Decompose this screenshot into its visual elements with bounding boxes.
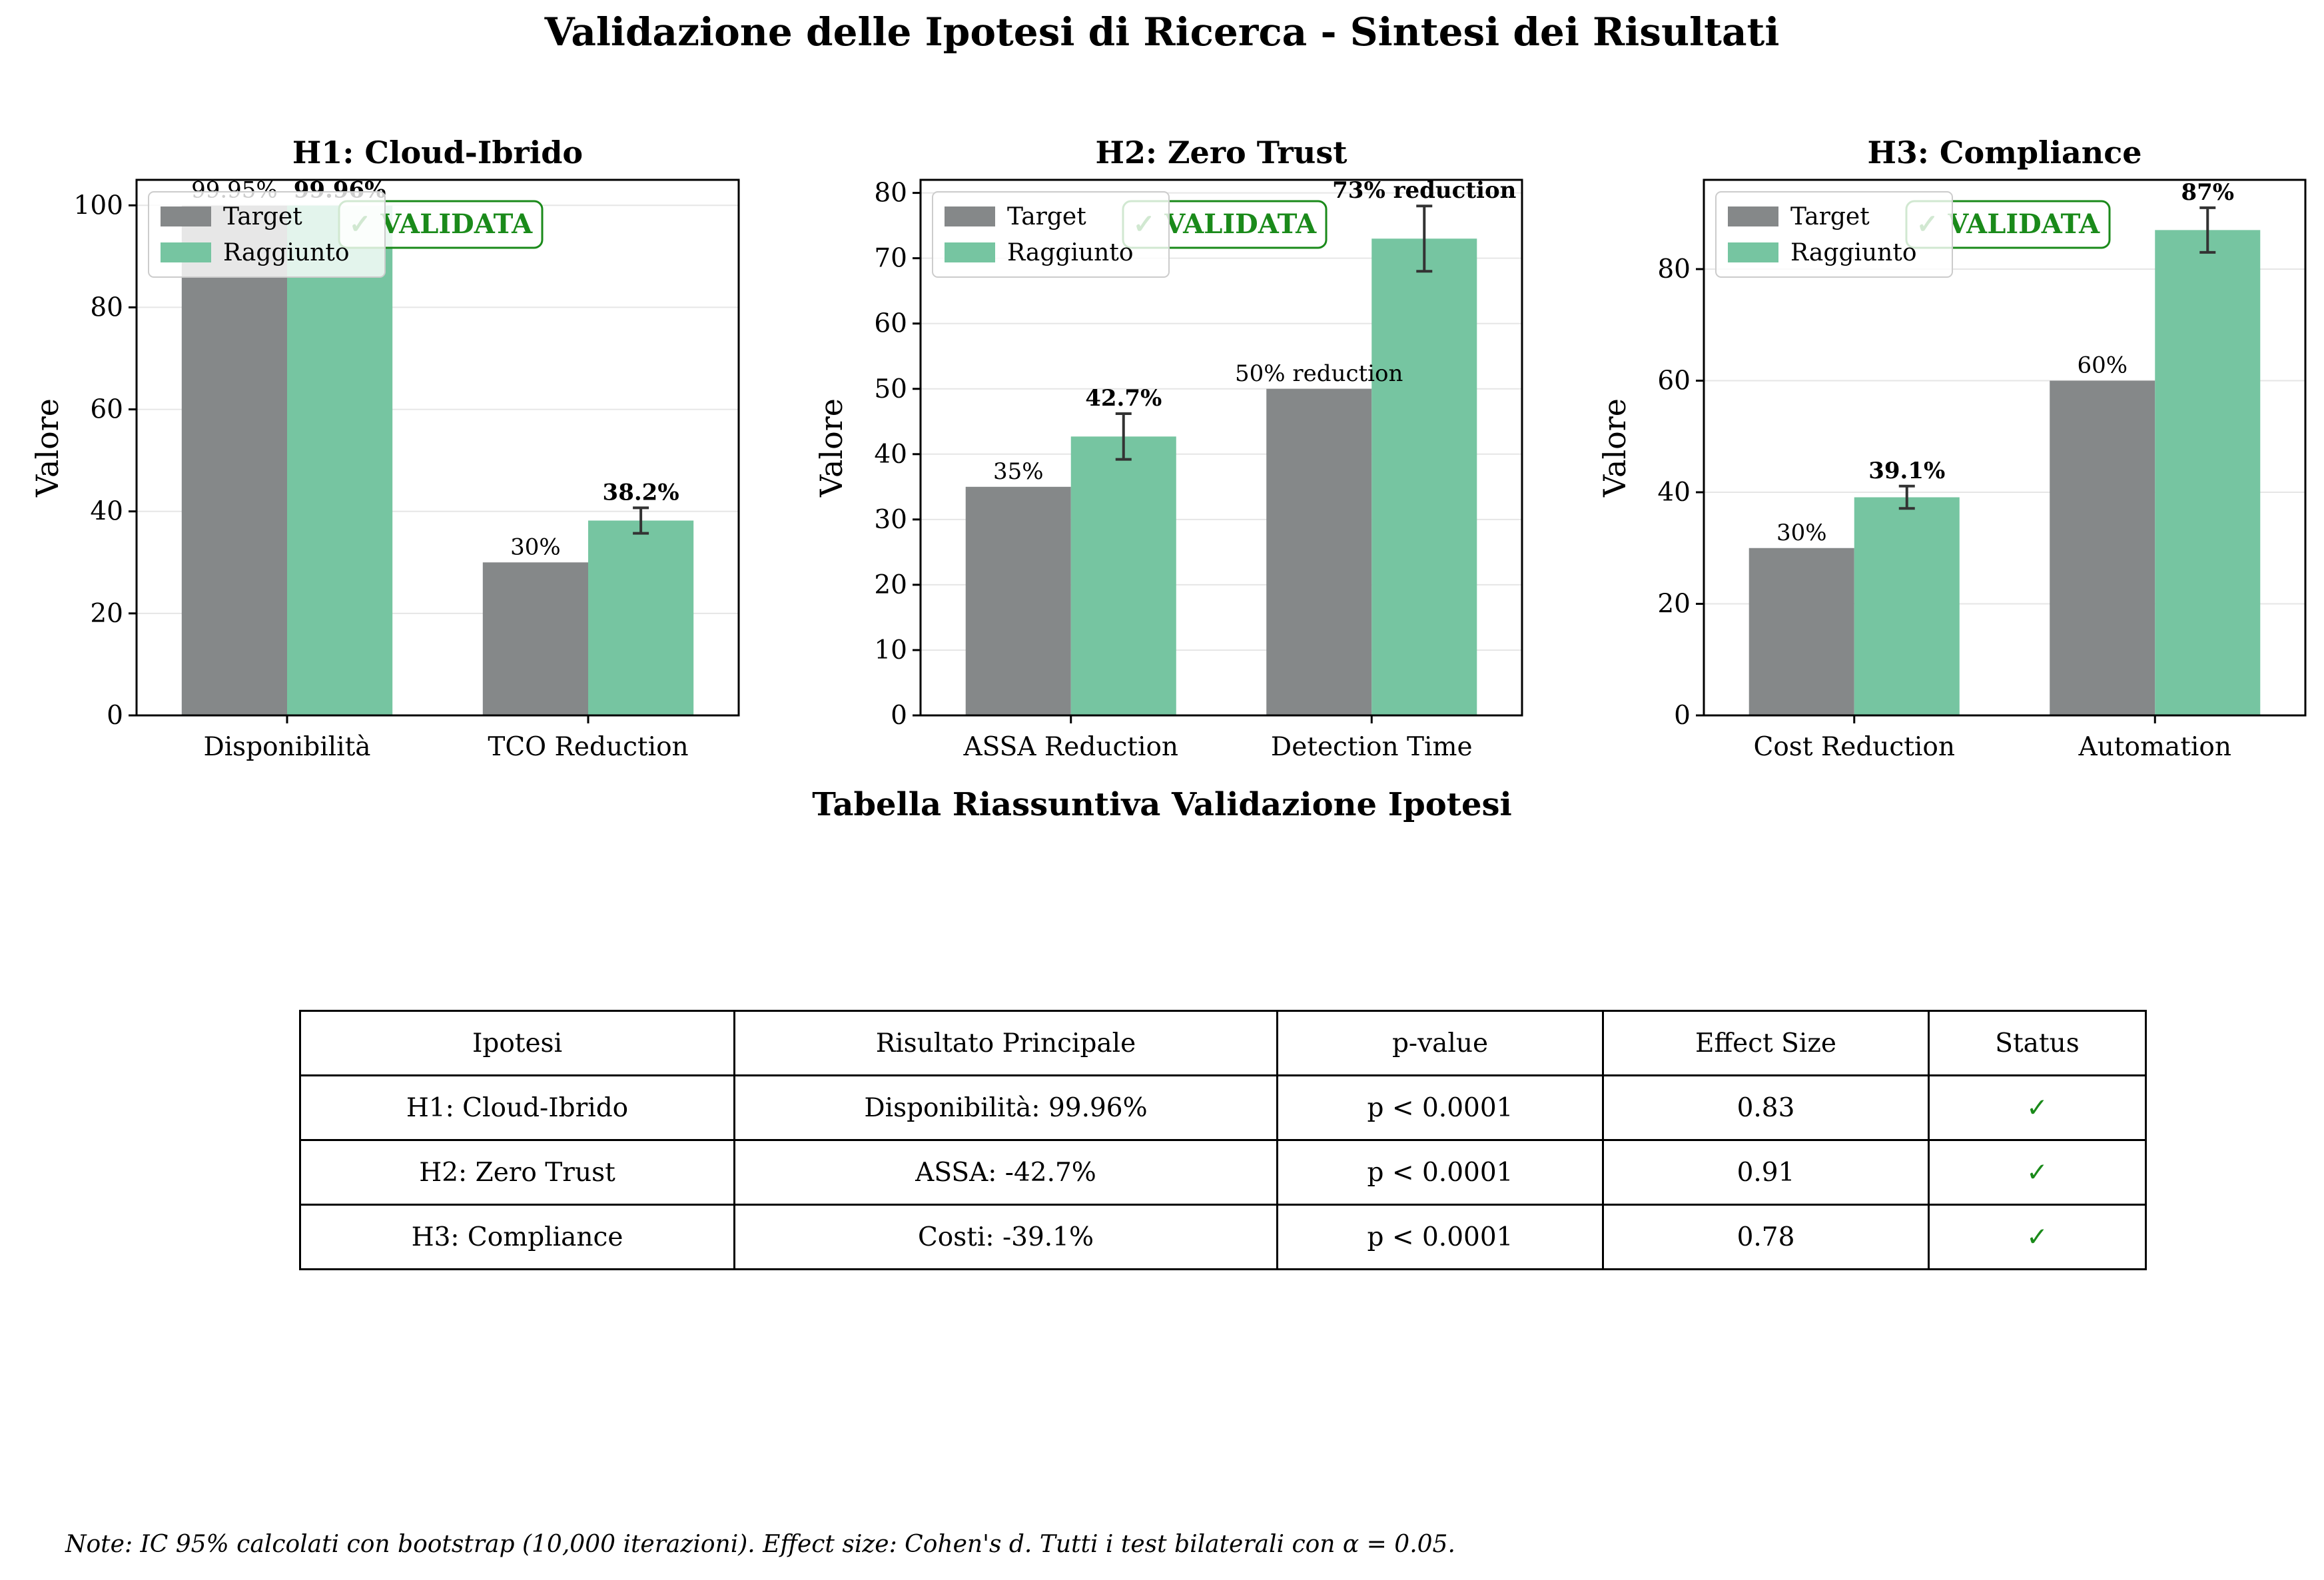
header-ipotesi: Ipotesi bbox=[299, 1010, 735, 1076]
h3-data-label: 60% bbox=[2077, 352, 2128, 379]
h1-bar-target bbox=[482, 562, 588, 715]
cell-ipotesi: H2: Zero Trust bbox=[299, 1139, 735, 1206]
h2-legend-swatch bbox=[945, 206, 995, 226]
h3-ytick-label: 0 bbox=[1674, 701, 1691, 731]
h3-xtick-label: Automation bbox=[2078, 732, 2231, 762]
h3-ytick-label: 60 bbox=[1657, 366, 1691, 396]
cell-p-value: p < 0.0001 bbox=[1276, 1074, 1604, 1141]
h3-legend-swatch bbox=[1728, 206, 1778, 226]
header-p-value: p-value bbox=[1276, 1010, 1604, 1076]
h3-bar-target bbox=[2050, 380, 2155, 715]
h2-panel-title: H2: Zero Trust bbox=[1096, 135, 1348, 171]
header-effect-size: Effect Size bbox=[1602, 1010, 1930, 1076]
h2-data-label: 73% reduction bbox=[1332, 177, 1516, 204]
h3-xtick-label: Cost Reduction bbox=[1753, 732, 1955, 762]
h3-bar-raggiunto bbox=[2155, 230, 2261, 715]
header-risultato: Risultato Principale bbox=[733, 1010, 1278, 1076]
cell-ipotesi: H1: Cloud-Ibrido bbox=[299, 1074, 735, 1141]
h3-bar-raggiunto bbox=[1854, 497, 1960, 715]
h2-ytick-label: 50 bbox=[874, 374, 907, 404]
h2-legend-label: Raggiunto bbox=[1007, 239, 1134, 266]
h2-bar-raggiunto bbox=[1371, 238, 1477, 715]
h1-xtick-label: TCO Reduction bbox=[488, 732, 688, 762]
h2-bar-target bbox=[965, 486, 1071, 715]
h2-ytick-label: 40 bbox=[874, 440, 907, 470]
h1-data-label: 30% bbox=[510, 534, 561, 560]
table-title: Tabella Riassuntiva Validazione Ipotesi bbox=[812, 786, 1512, 823]
h1-bar-raggiunto bbox=[588, 520, 694, 715]
h3-data-label: 30% bbox=[1776, 520, 1827, 546]
charts-canvas: 99.95%30%99.96%38.2%020406080100Disponib… bbox=[29, 135, 2307, 762]
table-row: H2: Zero Trust ASSA: -42.7% p < 0.0001 0… bbox=[299, 1139, 2147, 1206]
h2-data-label: 42.7% bbox=[1085, 385, 1162, 412]
h1-legend-swatch bbox=[161, 206, 211, 226]
footnote: Note: IC 95% calcolati con bootstrap (10… bbox=[65, 1531, 1455, 1558]
h2-bar-raggiunto bbox=[1070, 436, 1176, 715]
h1-legend-swatch bbox=[161, 242, 211, 262]
h1-bar-raggiunto bbox=[287, 205, 393, 715]
h3-legend-label: Raggiunto bbox=[1790, 239, 1917, 266]
h2-ytick-label: 60 bbox=[874, 309, 907, 339]
h2-ytick-label: 30 bbox=[874, 505, 907, 535]
h3-ytick-label: 80 bbox=[1657, 254, 1691, 284]
h1-ytick-label: 100 bbox=[74, 191, 123, 220]
h1-ytick-label: 20 bbox=[90, 599, 123, 629]
h3-data-label: 87% bbox=[2181, 179, 2234, 206]
h1-bar-target bbox=[181, 205, 287, 715]
cell-risultato: ASSA: -42.7% bbox=[733, 1139, 1278, 1206]
h3-ytick-label: 20 bbox=[1657, 590, 1691, 619]
h1-panel-title: H1: Cloud-Ibrido bbox=[292, 135, 583, 171]
h3-legend-label: Target bbox=[1790, 203, 1870, 230]
table-row: H3: Compliance Costi: -39.1% p < 0.0001 … bbox=[299, 1204, 2147, 1270]
h1-ytick-label: 0 bbox=[107, 701, 123, 731]
h2-data-label: 35% bbox=[993, 458, 1044, 485]
h3-data-label: 39.1% bbox=[1868, 458, 1945, 484]
h3-ylabel: Valore bbox=[1597, 398, 1633, 498]
h2-ytick-label: 0 bbox=[891, 701, 907, 731]
h1-data-label: 38.2% bbox=[603, 479, 679, 506]
cell-p-value: p < 0.0001 bbox=[1276, 1204, 1604, 1270]
h1-axes-frame bbox=[135, 179, 740, 717]
h3-panel-title: H3: Compliance bbox=[1867, 135, 2141, 171]
table-row: H1: Cloud-Ibrido Disponibilità: 99.96% p… bbox=[299, 1074, 2147, 1141]
cell-status-check-icon: ✓ bbox=[1928, 1074, 2147, 1141]
h1-legend-label: Target bbox=[223, 203, 302, 230]
cell-status-check-icon: ✓ bbox=[1928, 1139, 2147, 1206]
cell-risultato: Disponibilità: 99.96% bbox=[733, 1074, 1278, 1141]
h3-ytick-label: 40 bbox=[1657, 478, 1691, 508]
h1-xtick-label: Disponibilità bbox=[203, 732, 370, 762]
h1-legend-label: Raggiunto bbox=[223, 239, 350, 266]
h2-xtick-label: Detection Time bbox=[1271, 732, 1473, 762]
cell-effect-size: 0.78 bbox=[1602, 1204, 1930, 1270]
h1-ylabel: Valore bbox=[29, 398, 65, 498]
h2-ylabel: Valore bbox=[813, 398, 849, 498]
h2-bar-target bbox=[1266, 388, 1372, 715]
h3-axes-frame bbox=[1703, 179, 2307, 717]
h1-ytick-label: 40 bbox=[90, 497, 123, 527]
h2-ytick-label: 20 bbox=[874, 570, 907, 600]
h2-legend-label: Target bbox=[1007, 203, 1086, 230]
h2-ytick-label: 70 bbox=[874, 244, 907, 274]
h2-data-label: 50% reduction bbox=[1235, 360, 1403, 387]
h2-ytick-label: 80 bbox=[874, 179, 907, 208]
cell-ipotesi: H3: Compliance bbox=[299, 1204, 735, 1270]
cell-p-value: p < 0.0001 bbox=[1276, 1139, 1604, 1206]
cell-effect-size: 0.83 bbox=[1602, 1074, 1930, 1141]
cell-effect-size: 0.91 bbox=[1602, 1139, 1930, 1206]
summary-table-wrap: Ipotesi Risultato Principale p-value Eff… bbox=[299, 1010, 2147, 1270]
cell-risultato: Costi: -39.1% bbox=[733, 1204, 1278, 1270]
h3-bar-target bbox=[1748, 548, 1854, 715]
h2-legend-swatch bbox=[945, 242, 995, 262]
h1-ytick-label: 80 bbox=[90, 292, 123, 322]
header-status: Status bbox=[1928, 1010, 2147, 1076]
h2-axes-frame bbox=[919, 179, 1523, 717]
h2-xtick-label: ASSA Reduction bbox=[963, 732, 1178, 762]
summary-table: Ipotesi Risultato Principale p-value Eff… bbox=[299, 1010, 2147, 1270]
figure-title: Validazione delle Ipotesi di Ricerca - S… bbox=[544, 9, 1780, 55]
table-header-row: Ipotesi Risultato Principale p-value Eff… bbox=[299, 1010, 2147, 1076]
h2-ytick-label: 10 bbox=[874, 635, 907, 665]
h3-legend-swatch bbox=[1728, 242, 1778, 262]
cell-status-check-icon: ✓ bbox=[1928, 1204, 2147, 1270]
h1-ytick-label: 60 bbox=[90, 395, 123, 425]
